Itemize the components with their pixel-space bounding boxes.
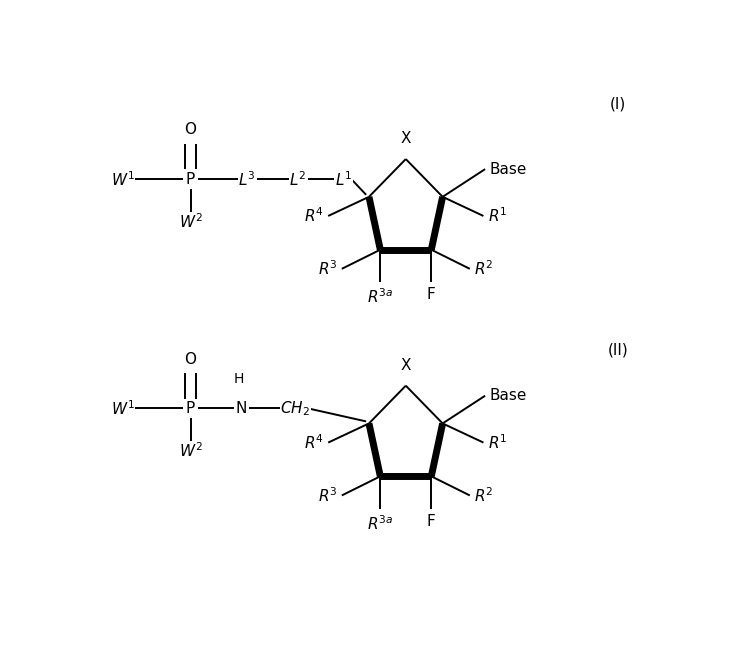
- Text: F: F: [427, 288, 436, 302]
- Text: $R^2$: $R^2$: [474, 486, 493, 505]
- Text: $R^{3a}$: $R^{3a}$: [367, 288, 393, 306]
- Text: $CH_2$: $CH_2$: [281, 399, 310, 418]
- Text: X: X: [401, 358, 411, 373]
- Text: Base: Base: [490, 388, 527, 404]
- Text: O: O: [184, 352, 197, 366]
- Text: N: N: [236, 401, 247, 416]
- Text: $R^3$: $R^3$: [318, 486, 337, 505]
- Text: $R^1$: $R^1$: [488, 207, 507, 226]
- Text: P: P: [186, 172, 195, 186]
- Text: O: O: [184, 122, 197, 137]
- Text: $R^2$: $R^2$: [474, 260, 493, 278]
- Text: $W^1$: $W^1$: [110, 399, 135, 418]
- Text: $L^2$: $L^2$: [289, 170, 307, 188]
- Text: $L^3$: $L^3$: [238, 170, 256, 188]
- Text: Base: Base: [490, 162, 527, 177]
- Text: P: P: [186, 401, 195, 416]
- Text: $W^2$: $W^2$: [178, 213, 202, 232]
- Text: $W^2$: $W^2$: [178, 442, 202, 460]
- Text: (I): (I): [610, 96, 626, 111]
- Text: H: H: [233, 371, 244, 386]
- Text: $R^3$: $R^3$: [318, 260, 337, 278]
- Text: $R^{3a}$: $R^{3a}$: [367, 514, 393, 533]
- Text: F: F: [427, 514, 436, 529]
- Text: X: X: [401, 131, 411, 146]
- Text: $L^1$: $L^1$: [335, 170, 352, 188]
- Text: $R^1$: $R^1$: [488, 433, 507, 452]
- Text: (II): (II): [608, 343, 629, 358]
- Text: $W^1$: $W^1$: [110, 170, 135, 188]
- Text: $R^4$: $R^4$: [304, 207, 324, 226]
- Text: $R^4$: $R^4$: [304, 433, 324, 452]
